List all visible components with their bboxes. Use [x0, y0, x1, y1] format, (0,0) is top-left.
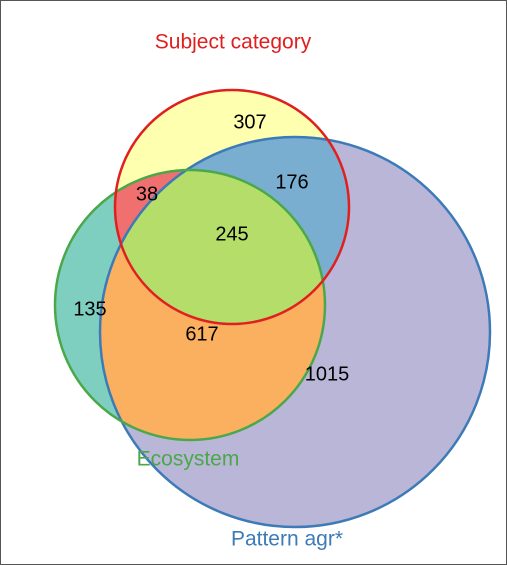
set-label: Ecosystem [137, 448, 240, 471]
region-count: 307 [233, 111, 266, 133]
set-label: Subject category [155, 31, 312, 54]
region-count: 245 [215, 223, 248, 245]
region-count: 1015 [305, 363, 350, 385]
outlines [53, 88, 492, 529]
region-count: 135 [73, 298, 106, 320]
region-count: 38 [136, 183, 158, 205]
green-outline [53, 168, 327, 442]
set-label: Pattern agr* [231, 528, 343, 551]
region-count: 176 [275, 171, 308, 193]
blue-outline [98, 135, 492, 529]
red-outline [113, 88, 351, 326]
all-three [115, 170, 325, 324]
regions [55, 90, 490, 527]
region-count: 617 [185, 323, 218, 345]
triple-clip [115, 170, 325, 324]
